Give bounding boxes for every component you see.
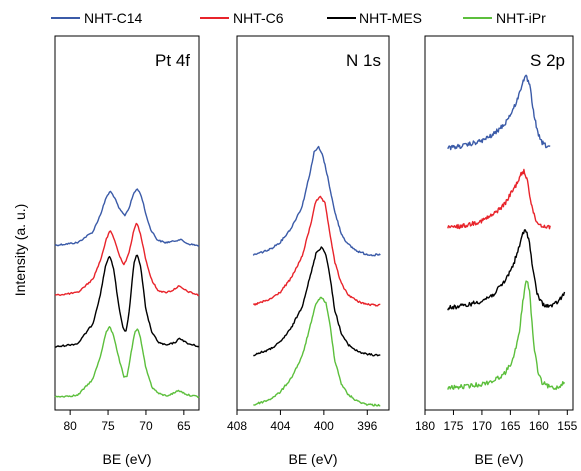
panel-n-1s-x-axis: 408 404 400 396 xyxy=(227,410,378,433)
legend-item-nht-mes: NHT-MES xyxy=(327,10,422,26)
legend-item-nht-c6: NHT-C6 xyxy=(200,10,284,26)
panel-n-1s-x-tick-label-396: 396 xyxy=(357,419,377,433)
panel-pt-4f-x-axis: 80 75 70 65 xyxy=(63,410,191,433)
panel-s-2p-plot-area xyxy=(447,74,566,391)
panel-pt-4f-x-tick-label-75: 75 xyxy=(101,419,115,433)
panel-s-2p-x-tick-label-165: 165 xyxy=(500,419,520,433)
panel-pt-4f-x-tick-label-65: 65 xyxy=(177,419,191,433)
panel-pt-4f-title: Pt 4f xyxy=(155,51,190,70)
panel-n-1s-title: N 1s xyxy=(346,51,381,70)
panel-s-2p-x-tick-label-155: 155 xyxy=(557,419,577,433)
panel-pt-4f-series-nht-ipr xyxy=(54,326,200,399)
panel-pt-4f-series-nht-mes xyxy=(54,254,200,348)
panel-s-2p-series-nht-ipr xyxy=(447,280,566,391)
panel-s-2p-x-tick-label-170: 170 xyxy=(472,419,492,433)
panel-n-1s-x-axis-label: BE (eV) xyxy=(288,451,337,467)
panel-s-2p-x-tick-label-180: 180 xyxy=(415,419,435,433)
panel-s-2p-x-axis-label: BE (eV) xyxy=(474,451,523,467)
legend-label-nht-c6: NHT-C6 xyxy=(233,10,284,26)
panel-s-2p-series-nht-c14 xyxy=(447,74,551,151)
panel-s-2p-x-tick-label-160: 160 xyxy=(529,419,549,433)
legend: NHT-C14 NHT-C6 NHT-MES NHT-iPr xyxy=(51,10,546,26)
legend-label-nht-ipr: NHT-iPr xyxy=(496,10,546,26)
panel-pt-4f-plot-area xyxy=(54,188,200,399)
panel-n-1s-series-nht-mes xyxy=(253,246,381,357)
panel-n-1s-plot-area xyxy=(252,145,381,407)
legend-label-nht-c14: NHT-C14 xyxy=(84,10,143,26)
panel-s-2p-series-nht-c6 xyxy=(447,168,551,230)
legend-label-nht-mes: NHT-MES xyxy=(359,10,422,26)
panel-s-2p-x-tick-label-175: 175 xyxy=(443,419,463,433)
panel-pt-4f-frame xyxy=(54,35,200,411)
panel-n-1s-series-nht-ipr xyxy=(253,296,381,407)
panel-pt-4f: Pt 4f 80 75 70 65 BE (eV) xyxy=(54,35,200,467)
panel-n-1s-series-nht-c6 xyxy=(252,195,381,307)
panel-s-2p-title: S 2p xyxy=(530,51,565,70)
panel-n-1s-x-tick-label-404: 404 xyxy=(270,419,290,433)
panel-n-1s-x-tick-label-408: 408 xyxy=(227,419,247,433)
legend-item-nht-c14: NHT-C14 xyxy=(51,10,143,26)
panel-n-1s-x-tick-label-400: 400 xyxy=(314,419,334,433)
panel-pt-4f-x-tick-label-70: 70 xyxy=(139,419,153,433)
panel-pt-4f-x-axis-label: BE (eV) xyxy=(102,451,151,467)
panel-s-2p-x-axis: 180 175 170 165 160 155 xyxy=(415,410,578,433)
panel-pt-4f-series-nht-c14 xyxy=(54,188,200,247)
panel-s-2p-series-nht-mes xyxy=(447,229,566,311)
panel-s-2p: S 2p 180 175 170 165 160 155 BE (eV) xyxy=(415,35,578,467)
panel-pt-4f-x-tick-label-80: 80 xyxy=(63,419,77,433)
panel-n-1s-series-nht-c14 xyxy=(252,145,381,257)
y-axis-label: Intensity (a. u.) xyxy=(12,204,28,297)
panel-s-2p-frame xyxy=(424,35,574,411)
legend-item-nht-ipr: NHT-iPr xyxy=(463,10,546,26)
panel-pt-4f-series-nht-c6 xyxy=(54,222,200,297)
panel-n-1s: N 1s 408 404 400 396 BE (eV) xyxy=(227,35,390,467)
panel-n-1s-frame xyxy=(236,35,390,411)
